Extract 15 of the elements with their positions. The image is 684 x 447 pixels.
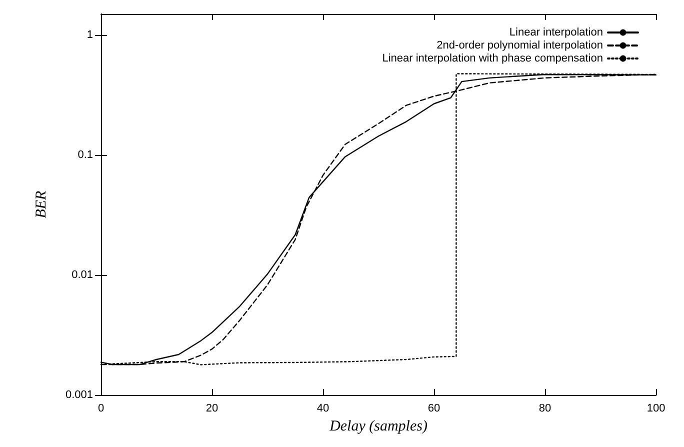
legend-label: Linear interpolation with phase compensation xyxy=(382,52,603,64)
x-tick-label: 40 xyxy=(316,402,330,415)
x-tick-label: 60 xyxy=(428,402,440,415)
x-tick-label: 20 xyxy=(206,402,218,415)
y-tick-label: 0.1 xyxy=(78,149,93,162)
y-tick-label: 0.01 xyxy=(72,269,93,282)
x-tick-label: 80 xyxy=(538,402,552,415)
legend-label: 2nd-order polynomial interpolation xyxy=(436,40,603,52)
x-axis-title: Delay (samples) xyxy=(328,418,428,434)
y-tick-label: 1 xyxy=(86,29,93,42)
legend-label: Linear interpolation xyxy=(509,26,603,38)
x-tick-label: 0 xyxy=(98,402,104,415)
y-axis-title: BER xyxy=(34,190,50,218)
y-tick-label: 0.001 xyxy=(65,389,93,402)
x-tick-label: 100 xyxy=(646,402,666,415)
